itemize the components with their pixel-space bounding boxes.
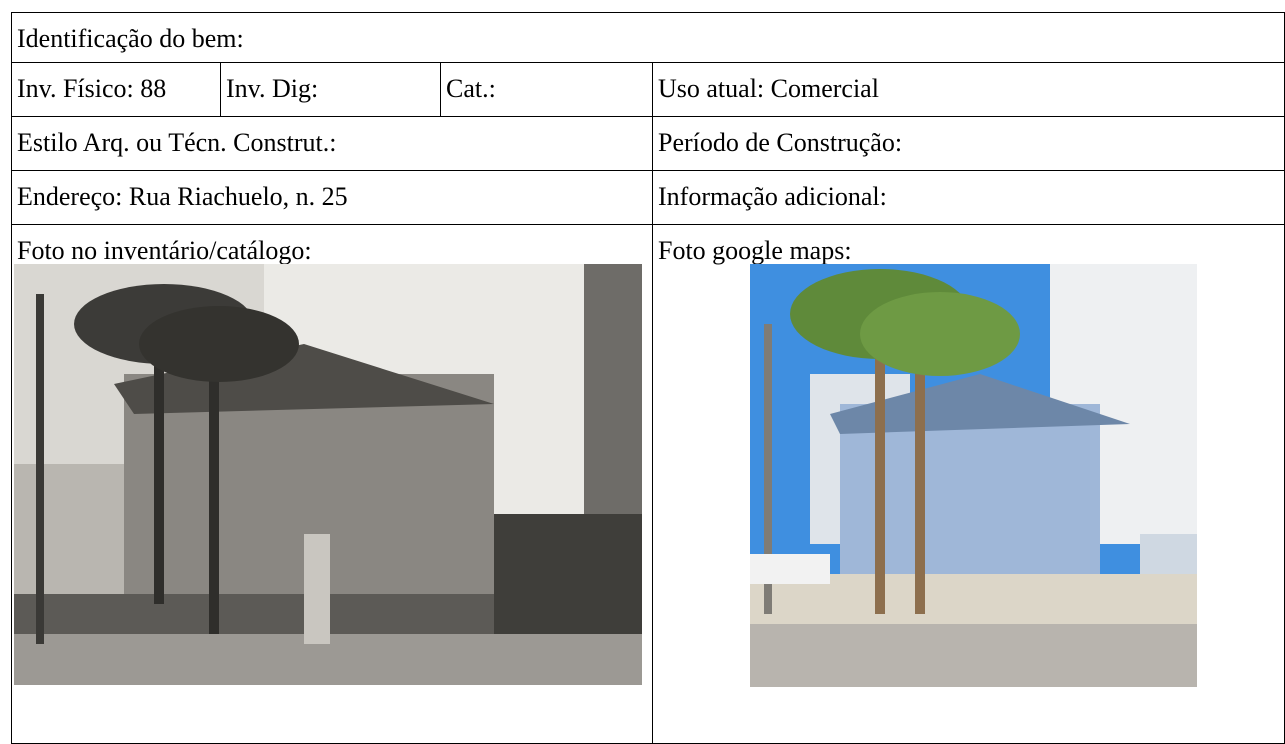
cell: Endereço: Rua Riachuelo, n. 25 (11, 170, 653, 225)
cell: Cat.: (440, 62, 653, 117)
cell-text: Cat.: (446, 74, 496, 103)
cell-text: Endereço: Rua Riachuelo, n. 25 (17, 182, 348, 211)
cell-text: Identificação do bem: (17, 24, 244, 53)
cell: Inv. Dig: (220, 62, 441, 117)
cell-text: Inv. Físico: 88 (17, 74, 167, 103)
cell-text: Estilo Arq. ou Técn. Construt.: (17, 128, 337, 157)
cell: Período de Construção: (652, 116, 1285, 171)
cell: Identificação do bem: (11, 12, 1285, 63)
cell: Informação adicional: (652, 170, 1285, 225)
cell-text: Informação adicional: (658, 182, 887, 211)
document: Identificação do bem: Inv. Físico: 88 In… (11, 12, 1285, 744)
cell: Inv. Físico: 88 (11, 62, 221, 117)
cell: Estilo Arq. ou Técn. Construt.: (11, 116, 653, 171)
photo-google-maps (750, 264, 1197, 687)
photo-catalog (14, 264, 642, 685)
cell-text: Uso atual: Comercial (658, 74, 879, 103)
cell: Uso atual: Comercial (652, 62, 1285, 117)
cell-text: Foto google maps: (658, 236, 852, 265)
cell-text: Período de Construção: (658, 128, 903, 157)
cell-text: Foto no inventário/catálogo: (17, 236, 312, 265)
cell-text: Inv. Dig: (226, 74, 319, 103)
